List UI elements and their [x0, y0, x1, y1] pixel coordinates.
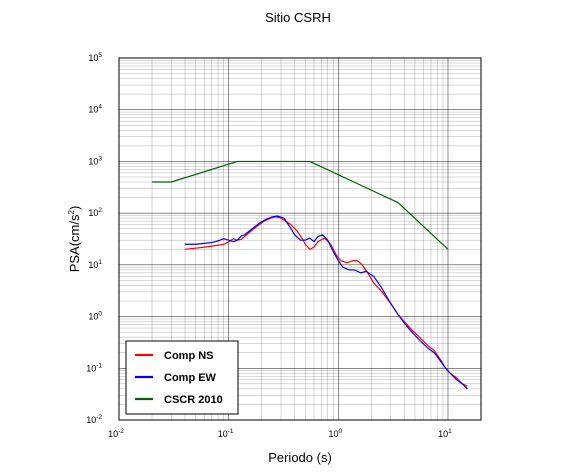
y-tick-label-exponent: 2 [98, 207, 102, 214]
y-axis-label-exponent: 2 [67, 210, 76, 215]
chart-title: Sitio CSRH [265, 10, 331, 25]
y-tick-label-exponent: 1 [98, 259, 102, 266]
x-tick-label-exponent: -1 [228, 428, 234, 435]
x-tick-label-base: 10 [329, 429, 339, 439]
y-tick-label-exponent: 3 [98, 155, 102, 162]
y-axis-label-main: PSA(cm/s [67, 214, 82, 272]
x-tick-label-base: 10 [438, 429, 448, 439]
y-axis-label-close: ) [67, 206, 82, 210]
legend-label: Comp EW [164, 372, 217, 384]
y-tick-label-base: 10 [86, 415, 96, 425]
y-tick-label-exponent: 5 [98, 52, 102, 59]
y-tick-label-exponent: -1 [96, 362, 102, 369]
y-tick-label-base: 10 [88, 260, 98, 270]
y-tick-label: 100 [88, 311, 102, 322]
y-tick-label: 104 [88, 104, 102, 115]
y-axis-label: PSA(cm/s2) [67, 206, 82, 273]
series-lines [152, 160, 468, 390]
legend-label: Comp NS [164, 350, 214, 362]
y-tick-label-base: 10 [88, 105, 98, 115]
y-tick-label-exponent: 4 [98, 104, 102, 111]
x-tick-label-base: 10 [108, 429, 118, 439]
y-tick-label: 10-1 [86, 362, 102, 373]
x-tick-label-exponent: 1 [448, 428, 452, 435]
y-tick-label: 103 [88, 155, 102, 166]
y-tick-label-base: 10 [88, 312, 98, 322]
plot-frame [118, 57, 482, 421]
x-tick-labels: 10-2 10-1 100 101 [108, 428, 452, 439]
x-tick-label-base: 10 [218, 429, 228, 439]
x-tick-label: 10-1 [218, 428, 234, 439]
y-tick-label: 105 [88, 52, 102, 63]
x-tick-label-exponent: 0 [339, 428, 343, 435]
x-axis-label: Periodo (s) [268, 450, 332, 465]
series-line-cscr-2010 [152, 160, 449, 250]
y-tick-label-exponent: 0 [98, 311, 102, 318]
legend: Comp NS Comp EW CSCR 2010 [125, 340, 239, 415]
x-tick-label-exponent: -2 [118, 428, 124, 435]
legend-label: CSCR 2010 [164, 394, 223, 406]
y-tick-label-exponent: -2 [96, 414, 102, 421]
y-tick-label-base: 10 [86, 363, 96, 373]
y-tick-label-base: 10 [88, 208, 98, 218]
y-tick-label-base: 10 [88, 53, 98, 63]
x-tick-label: 100 [329, 428, 343, 439]
x-tick-label: 101 [438, 428, 452, 439]
y-tick-label: 10-2 [86, 414, 102, 425]
y-tick-label: 102 [88, 207, 102, 218]
x-tick-label: 10-2 [108, 428, 124, 439]
y-tick-label: 101 [88, 259, 102, 270]
y-tick-label-base: 10 [88, 156, 98, 166]
series-line-comp-ew [185, 215, 468, 390]
